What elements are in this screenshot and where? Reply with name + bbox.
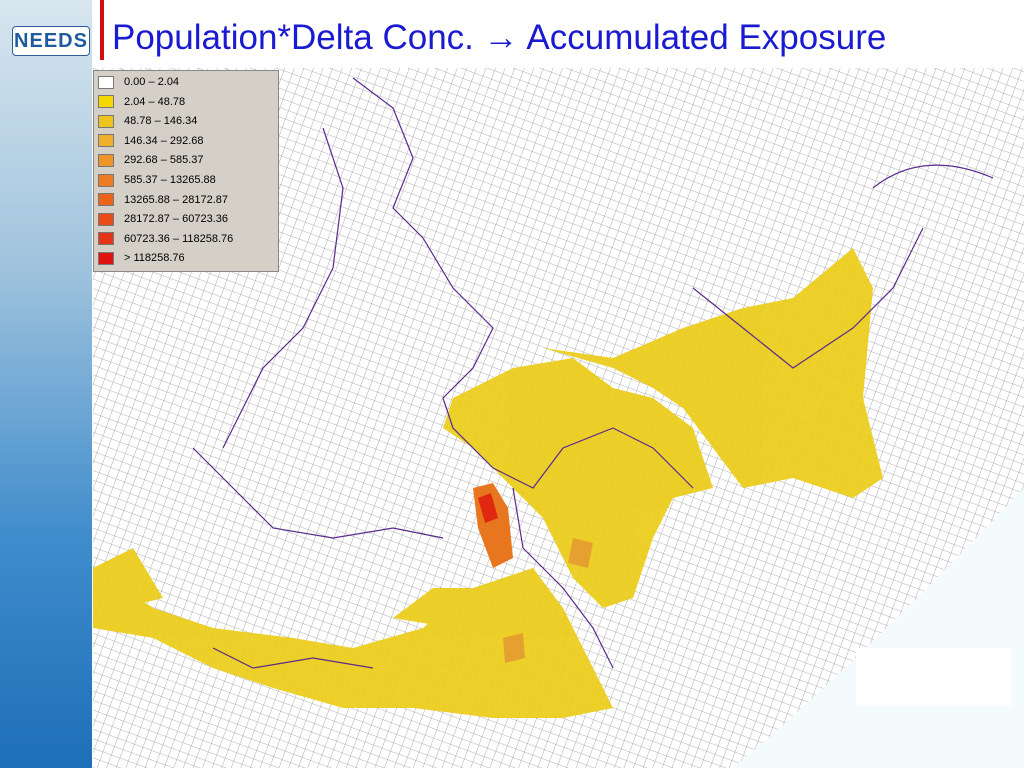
legend-swatch [98, 212, 114, 226]
exposure-low [93, 248, 883, 718]
legend: 0.00 – 2.04 2.04 – 48.78 48.78 – 146.34 146… [93, 70, 279, 272]
legend-label: 48.78 – 146.34 [124, 115, 198, 128]
borders [192, 77, 994, 669]
legend-label: > 118258.76 [124, 252, 185, 265]
legend-item: 146.34 – 292.68 [98, 132, 204, 150]
legend-swatch [98, 173, 114, 187]
legend-label: 13265.88 – 28172.87 [124, 193, 228, 206]
legend-label: 28172.87 – 60723.36 [124, 213, 228, 226]
legend-swatch [98, 232, 114, 246]
legend-label: 292.68 – 585.37 [124, 154, 204, 167]
legend-item: 28172.87 – 60723.36 [98, 210, 228, 228]
slide-title: Population*Delta Conc. → Accumulated Exp… [112, 18, 887, 57]
legend-item: 48.78 – 146.34 [98, 112, 197, 130]
legend-swatch [98, 114, 114, 128]
exposure-peak [478, 493, 498, 523]
legend-item: 2.04 – 48.78 [98, 93, 185, 111]
legend-item: 0.00 – 2.04 [98, 73, 179, 91]
legend-swatch [98, 134, 114, 148]
legend-label: 0.00 – 2.04 [124, 76, 180, 88]
legend-label: 60723.36 – 118258.76 [124, 232, 234, 245]
legend-item: > 118258.76 [98, 249, 185, 267]
legend-swatch [98, 95, 114, 109]
legend-swatch [98, 251, 114, 265]
legend-swatch [98, 75, 114, 89]
legend-label: 2.04 – 48.78 [124, 95, 186, 108]
legend-swatch [98, 193, 114, 207]
legend-item: 60723.36 – 118258.76 [98, 230, 233, 248]
legend-item: 585.37 – 13265.88 [98, 171, 216, 189]
legend-item: 13265.88 – 28172.87 [98, 191, 228, 209]
legend-swatch [98, 153, 114, 167]
map [93, 68, 1024, 768]
side-strip [0, 0, 92, 768]
legend-label: 146.34 – 292.68 [124, 134, 204, 147]
logo: NEEDS [12, 26, 90, 56]
legend-label: 585.37 – 13265.88 [124, 174, 216, 186]
legend-item: 292.68 – 585.37 [98, 151, 204, 169]
accent-line [100, 0, 104, 60]
blank-box [856, 648, 1011, 706]
